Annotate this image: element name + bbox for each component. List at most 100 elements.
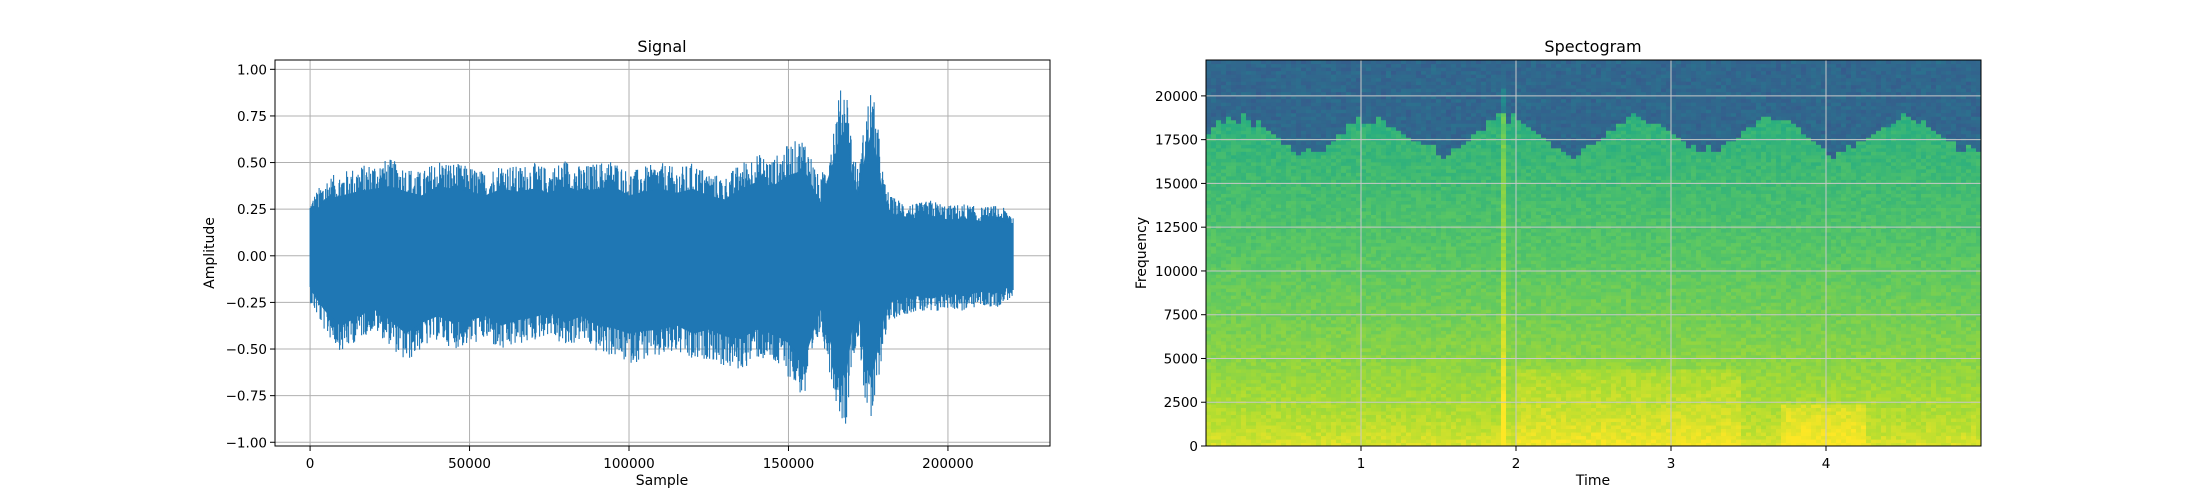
spectrogram-cell	[1316, 95, 1322, 100]
spectrogram-cell	[1221, 344, 1227, 349]
spectrogram-cell	[1311, 158, 1317, 163]
spectrogram-cell	[1276, 319, 1282, 324]
spectrogram-cell	[1246, 354, 1252, 359]
spectrogram-cell	[1386, 396, 1392, 401]
spectrogram-cell	[1421, 189, 1427, 194]
spectrogram-cell	[1251, 172, 1257, 177]
spectrogram-cell	[1231, 175, 1237, 180]
spectrogram-cell	[1321, 375, 1327, 380]
spectrogram-cell	[1211, 221, 1217, 226]
spectrogram-cell	[1331, 189, 1337, 194]
spectrogram-cell	[1356, 267, 1362, 272]
spectrogram-cell	[1316, 182, 1322, 187]
spectrogram-cell	[1241, 207, 1247, 212]
spectrogram-cell	[1316, 116, 1322, 121]
spectrogram-cell	[1211, 270, 1217, 275]
spectrogram-cell	[1371, 428, 1377, 433]
spectrogram-cell	[1236, 217, 1242, 223]
spectrogram-cell	[1371, 260, 1377, 265]
spectrogram-cell	[1386, 435, 1392, 440]
spectrogram-cell	[1276, 333, 1282, 338]
spectrogram-cell	[1351, 351, 1357, 356]
spectrogram-cell	[1421, 389, 1427, 394]
spectrogram-cell	[1236, 319, 1242, 324]
spectrogram-cell	[1246, 351, 1252, 356]
spectrogram-cell	[1231, 323, 1237, 328]
spectrogram-cell	[1266, 361, 1272, 366]
spectrogram-cell	[1321, 245, 1327, 251]
spectrogram-cell	[1331, 424, 1337, 430]
spectrogram-cell	[1416, 116, 1422, 121]
spectrogram-cell	[1376, 438, 1382, 444]
spectrogram-cell	[1376, 417, 1382, 423]
spectrogram-cell	[1321, 126, 1327, 131]
spectrogram-cell	[1206, 182, 1212, 187]
spectrogram-cell	[1351, 284, 1357, 289]
spectrogram-cell	[1311, 105, 1317, 110]
spectrogram-cell	[1366, 207, 1372, 212]
spectrogram-cell	[1411, 70, 1417, 75]
spectrogram-cell	[1301, 407, 1307, 412]
spectrogram-cell	[1366, 186, 1372, 191]
spectrogram-cell	[1411, 91, 1417, 96]
spectrogram-cell	[1306, 414, 1312, 419]
spectrogram-cell	[1271, 295, 1277, 300]
spectrogram-cell	[1221, 326, 1227, 331]
spectrogram-cell	[1371, 105, 1377, 110]
spectrogram-cell	[1216, 256, 1222, 261]
spectrogram-cell	[1281, 172, 1287, 177]
spectrogram-cell	[1336, 119, 1342, 124]
spectrogram-cell	[1311, 119, 1317, 124]
spectrogram-cell	[1316, 379, 1322, 384]
spectrogram-cell	[1306, 242, 1312, 247]
spectrogram-cell	[1351, 344, 1357, 349]
spectrogram-cell	[1276, 382, 1282, 387]
spectrogram-cell	[1301, 428, 1307, 433]
spectrogram-cell	[1386, 116, 1392, 121]
spectrogram-cell	[1331, 67, 1337, 72]
spectrogram-cell	[1326, 330, 1332, 335]
spectrogram-cell	[1236, 242, 1242, 247]
spectrogram-cell	[1261, 424, 1267, 430]
spectrogram-cell	[1306, 235, 1312, 240]
spectrogram-cell	[1231, 109, 1237, 114]
spectrogram-cell	[1391, 347, 1397, 352]
spectrogram-cell	[1406, 105, 1412, 110]
spectrogram-cell	[1426, 253, 1432, 258]
spectrogram-cell	[1291, 168, 1297, 173]
spectrogram-cell	[1226, 60, 1232, 65]
spectrogram-cell	[1356, 260, 1362, 265]
spectrogram-cell	[1221, 407, 1227, 412]
spectrogram-cell	[1356, 189, 1362, 194]
spectrogram-cell	[1271, 81, 1277, 86]
spectrogram-cell	[1361, 67, 1367, 72]
spectrogram-cell	[1336, 130, 1342, 135]
spectrogram-cell	[1316, 172, 1322, 177]
spectrogram-cell	[1266, 424, 1272, 430]
spectrogram-cell	[1361, 214, 1367, 219]
spectrogram-cell	[1401, 267, 1407, 272]
spectrogram-cell	[1271, 179, 1277, 184]
spectrogram-cell	[1216, 221, 1222, 226]
spectrogram-cell	[1421, 368, 1427, 373]
spectrogram-cell	[1336, 375, 1342, 380]
spectrogram-cell	[1411, 245, 1417, 251]
spectrogram-cell	[1391, 228, 1397, 233]
spectrogram-cell	[1346, 221, 1352, 226]
spectrogram-cell	[1411, 221, 1417, 226]
spectrogram-cell	[1301, 193, 1307, 198]
spectrogram-cell	[1241, 260, 1247, 265]
spectrogram-cell	[1416, 186, 1422, 191]
spectrogram-cell	[1351, 60, 1357, 65]
spectrogram-cell	[1271, 126, 1277, 131]
spectrogram-cell	[1261, 102, 1267, 107]
spectrogram-cell	[1231, 351, 1237, 356]
spectrogram-cell	[1301, 109, 1307, 114]
spectrogram-cell	[1216, 431, 1222, 437]
spectrogram-cell	[1406, 154, 1412, 159]
spectrogram-cell	[1221, 298, 1227, 303]
spectrogram-cell	[1281, 393, 1287, 398]
spectrogram-cell	[1271, 144, 1277, 149]
spectrogram-cell	[1386, 351, 1392, 356]
spectrogram-cell	[1271, 330, 1277, 335]
